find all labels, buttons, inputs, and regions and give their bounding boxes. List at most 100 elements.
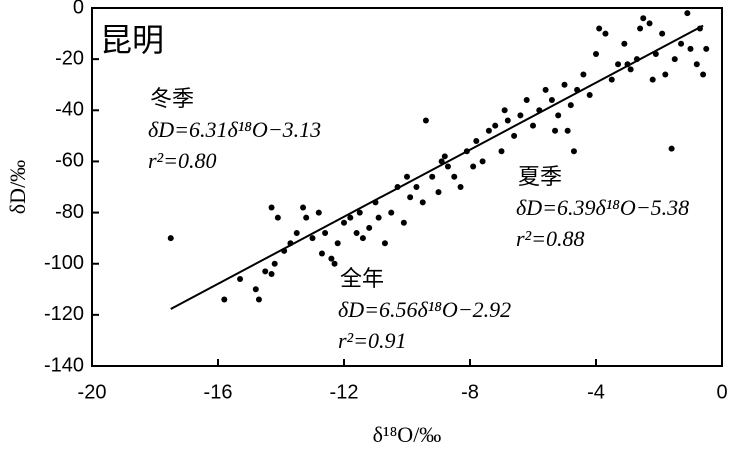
point: [602, 30, 609, 37]
y-axis-label: δD/‰: [5, 160, 30, 214]
point: [413, 184, 420, 190]
point: [268, 204, 275, 211]
point: [315, 209, 322, 216]
point: [678, 40, 685, 47]
annotation-r2: r²=0.80: [148, 148, 217, 173]
point: [300, 204, 307, 211]
point: [696, 25, 703, 32]
point: [444, 163, 451, 170]
point: [703, 45, 710, 52]
x-tick-label: -4: [587, 381, 605, 403]
point: [479, 158, 486, 165]
point: [366, 224, 373, 231]
point: [341, 219, 347, 226]
point: [649, 76, 656, 83]
point: [438, 158, 445, 165]
point: [281, 247, 288, 254]
point: [271, 260, 278, 267]
point: [252, 286, 259, 293]
point: [274, 214, 281, 221]
point: [498, 148, 505, 155]
point: [615, 61, 622, 68]
annotation-title: 冬季: [150, 87, 194, 112]
point: [394, 184, 401, 190]
point: [523, 97, 530, 104]
point: [548, 97, 555, 104]
point: [435, 189, 442, 196]
point: [293, 230, 300, 237]
point: [457, 184, 464, 190]
annotation-r2: r²=0.88: [516, 226, 585, 251]
x-tick-label: -16: [204, 381, 233, 403]
y-tick-label: 0: [73, 0, 84, 18]
point: [659, 30, 666, 37]
point: [485, 127, 492, 134]
x-tick-label: -20: [78, 381, 107, 403]
point: [624, 61, 631, 68]
annotation-equation: δD=6.31δ¹⁸O−3.13: [148, 117, 321, 142]
point: [652, 51, 659, 58]
point: [542, 86, 549, 93]
point: [334, 240, 341, 247]
point: [331, 260, 338, 267]
point: [633, 56, 640, 63]
point: [596, 25, 603, 32]
point: [372, 199, 379, 206]
point: [492, 122, 499, 129]
point: [419, 199, 426, 206]
point: [347, 214, 354, 221]
y-tick-label: -60: [55, 150, 84, 172]
point: [463, 148, 470, 155]
point: [555, 112, 562, 119]
point: [580, 71, 587, 78]
point: [501, 107, 508, 114]
point: [441, 153, 448, 160]
point: [671, 56, 678, 63]
point: [221, 296, 228, 303]
point: [574, 86, 581, 93]
point: [640, 15, 647, 22]
y-tick-label: -120: [44, 303, 84, 325]
point: [693, 61, 700, 68]
point: [262, 268, 269, 275]
point: [536, 107, 543, 114]
point: [637, 25, 644, 32]
point: [564, 127, 571, 134]
point: [429, 173, 436, 180]
annotation-title: 全年: [340, 267, 384, 292]
point: [470, 163, 477, 170]
point: [684, 10, 691, 17]
point: [451, 173, 458, 180]
point: [530, 122, 536, 129]
x-tick-label: -8: [461, 381, 479, 403]
point: [404, 173, 410, 180]
point: [237, 276, 244, 283]
chart-title: 昆明: [100, 21, 164, 59]
point: [328, 255, 335, 262]
point: [552, 127, 559, 134]
point: [359, 235, 366, 242]
point: [388, 209, 395, 216]
point: [473, 137, 480, 144]
point: [400, 219, 407, 226]
point: [646, 20, 653, 27]
point: [504, 117, 511, 124]
point: [561, 81, 568, 88]
plot-frame: [91, 7, 723, 367]
point: [517, 112, 524, 119]
point: [356, 209, 363, 216]
trendline: [170, 24, 704, 310]
y-tick-label: -100: [44, 252, 84, 274]
y-tick-label: -80: [55, 201, 84, 223]
point: [255, 296, 262, 303]
point: [303, 214, 310, 221]
point: [287, 240, 294, 247]
point: [586, 91, 593, 98]
point: [687, 45, 694, 52]
x-tick-label: -12: [330, 381, 359, 403]
point: [700, 71, 707, 78]
point: [593, 51, 599, 58]
point: [268, 270, 275, 277]
point: [627, 66, 634, 73]
